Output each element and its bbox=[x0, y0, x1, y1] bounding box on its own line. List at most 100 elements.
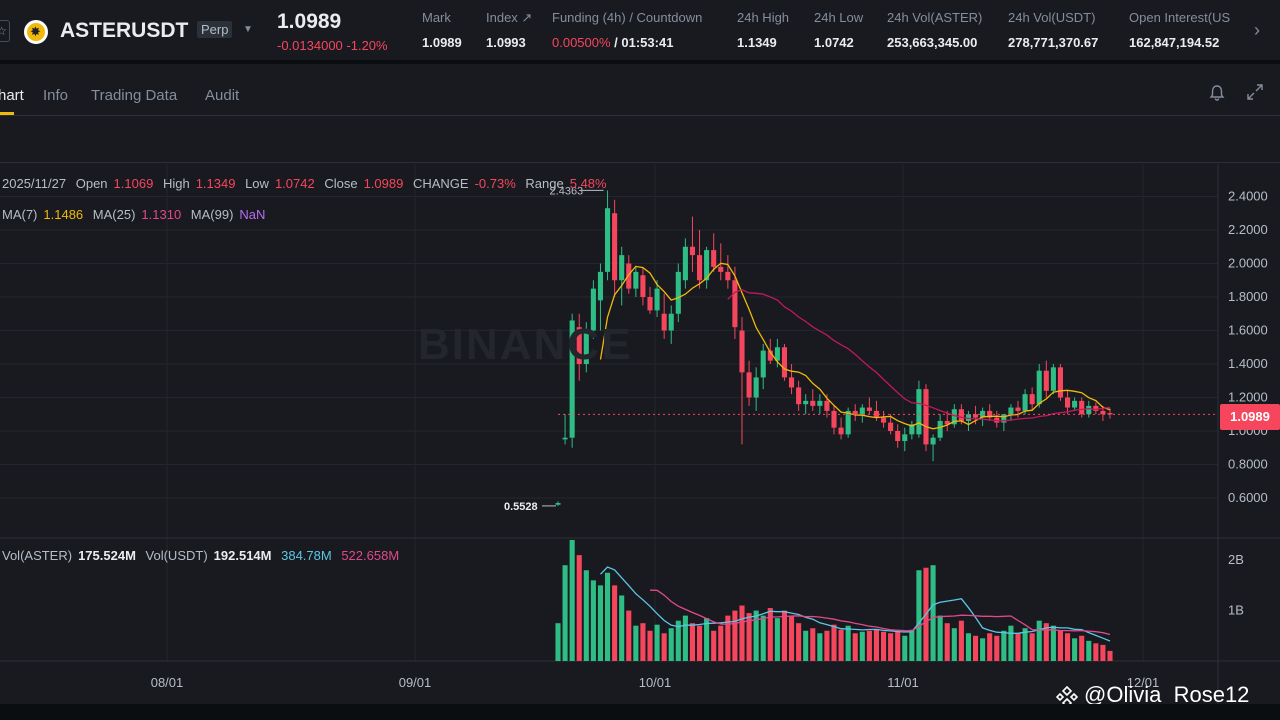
funding-countdown: / 01:53:41 bbox=[610, 35, 674, 50]
candle-body bbox=[661, 313, 667, 331]
bell-icon[interactable] bbox=[1208, 84, 1226, 102]
candle-body bbox=[1100, 410, 1106, 415]
candle-body bbox=[647, 297, 653, 311]
candle-body bbox=[576, 327, 582, 364]
favorite-star-icon[interactable]: ☆ bbox=[0, 20, 10, 42]
candle-body bbox=[1107, 413, 1113, 415]
volume-bar bbox=[980, 638, 986, 661]
stat-value: 1.0742 bbox=[814, 35, 854, 50]
stat-24h-low: 24h Low 1.0742 bbox=[814, 10, 863, 50]
volume-bar bbox=[753, 610, 759, 661]
candle-body bbox=[972, 414, 979, 418]
symbol-dropdown-caret-icon[interactable]: ▼ bbox=[243, 24, 253, 35]
volume-bar bbox=[909, 629, 915, 661]
candle-body bbox=[1072, 400, 1078, 408]
tab-audit[interactable]: Audit bbox=[205, 87, 240, 104]
volume-bar bbox=[944, 623, 950, 661]
stat-mark: Mark 1.0989 bbox=[422, 10, 462, 50]
candle-body bbox=[796, 387, 802, 405]
tab-info[interactable]: Info bbox=[43, 87, 69, 104]
stat-open-interest: Open Interest(US 162,847,194.52 bbox=[1129, 10, 1241, 50]
candlestick-chart[interactable]: 0.60000.80001.00001.20001.40001.60001.80… bbox=[0, 164, 1280, 704]
stat-value: 1.1349 bbox=[737, 35, 777, 50]
symbol-name[interactable]: ASTERUSDT bbox=[60, 19, 189, 42]
tab-bar: hart Info Trading Data Audit bbox=[0, 68, 1280, 116]
volume-bar bbox=[682, 615, 688, 661]
candle-body bbox=[675, 271, 681, 314]
volume-bar bbox=[866, 630, 872, 661]
legend-vol-ma2: 522.658M bbox=[341, 548, 400, 563]
volume-bar bbox=[788, 615, 795, 661]
stat-24h-vol-aster: 24h Vol(ASTER) 253,663,345.00 bbox=[887, 10, 982, 50]
candle-body bbox=[965, 414, 972, 421]
candle-body bbox=[562, 437, 568, 440]
price-tick-label: 2.2000 bbox=[1228, 222, 1268, 237]
candle-body bbox=[788, 377, 795, 388]
ma-legend: MA(7) 1.1486 MA(25) 1.1310 MA(99) NaN bbox=[2, 207, 271, 222]
volume-bar bbox=[569, 540, 575, 661]
candle-body bbox=[711, 250, 717, 267]
volume-legend: Vol(ASTER) 175.524M Vol(USDT) 192.514M 384… bbox=[2, 548, 405, 563]
volume-bar bbox=[916, 570, 922, 661]
legend-vol-usdt: 192.514M bbox=[213, 548, 272, 563]
candle-body bbox=[980, 410, 986, 418]
candle-body bbox=[902, 434, 908, 442]
candle-body bbox=[597, 271, 604, 301]
volume-bar bbox=[583, 570, 589, 661]
volume-bar bbox=[718, 625, 724, 661]
candle-body bbox=[583, 330, 589, 364]
candle-body bbox=[866, 407, 872, 411]
stat-label: Mark bbox=[422, 10, 451, 25]
tab-trading-data[interactable]: Trading Data bbox=[91, 87, 178, 104]
candle-body bbox=[1029, 394, 1035, 405]
candle-body bbox=[831, 410, 837, 428]
volume-bar bbox=[1064, 633, 1071, 661]
legend-ma99-label: MA(99) bbox=[190, 207, 234, 222]
candle-body bbox=[704, 250, 710, 281]
expand-icon[interactable] bbox=[1246, 83, 1264, 101]
chart-area[interactable]: 0.6000 0.8000 1.0000 1.2000 1.4000 1.6000 1.80… bbox=[0, 164, 1280, 704]
volume-bar bbox=[987, 633, 993, 661]
volume-bar bbox=[1079, 635, 1085, 661]
last-price: 1.0989 bbox=[277, 10, 342, 33]
candle-body bbox=[1079, 400, 1085, 415]
candle-body bbox=[852, 410, 858, 415]
legend-open-label: Open bbox=[75, 176, 108, 191]
candle-body bbox=[739, 330, 745, 373]
candle-body bbox=[923, 389, 929, 445]
candle-body bbox=[888, 422, 894, 431]
tab-chart[interactable]: hart bbox=[0, 87, 24, 104]
candle-body bbox=[767, 350, 773, 361]
volume-bar bbox=[604, 572, 611, 661]
volume-bar bbox=[746, 613, 752, 661]
time-tick-label: 10/01 bbox=[639, 675, 672, 690]
candle-body bbox=[838, 427, 844, 435]
volume-bar bbox=[774, 618, 780, 661]
volume-bar bbox=[1001, 630, 1007, 661]
candle-body bbox=[909, 424, 915, 435]
volume-bar bbox=[654, 624, 660, 661]
funding-rate: 0.00500% bbox=[552, 35, 611, 50]
stat-funding: Funding (4h) / Countdown 0.00500% / 01:5… bbox=[552, 10, 702, 50]
legend-close-label: Close bbox=[324, 176, 358, 191]
candle-body bbox=[810, 400, 816, 406]
volume-bar bbox=[1036, 620, 1042, 661]
price-tick-label: 0.6000 bbox=[1228, 490, 1268, 505]
bottom-bar bbox=[0, 704, 1280, 720]
volume-bar bbox=[1086, 640, 1092, 661]
volume-bar bbox=[965, 633, 972, 661]
author-credit: @Olivia_Rose12 bbox=[1084, 682, 1250, 707]
low-annotation: 0.5528 bbox=[504, 501, 538, 513]
volume-ma-short-line bbox=[600, 566, 1111, 642]
volume-bar bbox=[838, 629, 844, 661]
candle-body bbox=[1008, 407, 1014, 415]
active-tab-indicator bbox=[0, 112, 14, 115]
volume-bar bbox=[1107, 650, 1113, 661]
chevron-right-icon[interactable]: › bbox=[1254, 20, 1260, 40]
volume-bar bbox=[1015, 633, 1021, 661]
stat-value: 1.0993 bbox=[486, 35, 526, 50]
stat-index[interactable]: Index ↗ 1.0993 bbox=[486, 10, 532, 50]
price-tick-label: 1.6000 bbox=[1228, 323, 1268, 338]
candle-body bbox=[781, 347, 788, 378]
volume-bar bbox=[619, 595, 625, 661]
